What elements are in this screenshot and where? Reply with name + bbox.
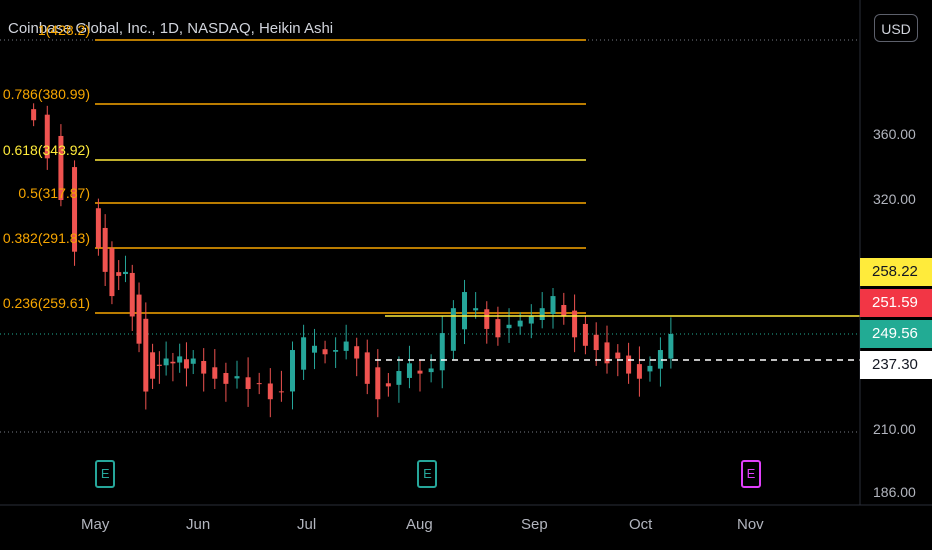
- annotation-lines: [375, 315, 860, 361]
- x-tick-label: Aug: [406, 516, 433, 533]
- candle-body: [582, 323, 588, 346]
- fib-level-label: 1(428.2): [37, 22, 90, 38]
- earnings-event-icon[interactable]: E: [417, 460, 438, 488]
- candle-body: [428, 368, 434, 373]
- price-badge: 237.30: [860, 351, 932, 379]
- candle-body: [636, 364, 642, 379]
- candle-body: [484, 309, 490, 329]
- fib-level-label: 0.236(259.61): [2, 295, 90, 311]
- candle-body: [396, 371, 402, 385]
- candle-body: [604, 342, 610, 364]
- x-tick-label: Oct: [629, 516, 653, 533]
- candlestick-series: [31, 103, 674, 418]
- fib-level-label: 0.618(343.92): [2, 142, 90, 158]
- candle-body: [72, 167, 78, 252]
- candle-body: [439, 333, 445, 371]
- candle-body: [278, 391, 284, 393]
- candle-body: [256, 383, 262, 385]
- candle-body: [143, 318, 149, 392]
- candle-body: [190, 358, 196, 364]
- fib-level-label: 0.786(380.99): [2, 86, 90, 102]
- candle-body: [170, 361, 176, 364]
- candle-body: [528, 316, 534, 324]
- price-badge: 249.56: [860, 320, 932, 348]
- currency-button[interactable]: USD: [874, 14, 918, 42]
- earnings-event-icon[interactable]: E: [741, 460, 761, 488]
- candle-body: [550, 296, 556, 314]
- candle-body: [102, 227, 108, 272]
- candle-body: [495, 319, 501, 338]
- candle-body: [129, 272, 135, 317]
- x-tick-label: Nov: [737, 516, 764, 533]
- candle-body: [223, 373, 229, 384]
- y-tick-label: 320.00: [873, 191, 916, 207]
- candle-body: [245, 377, 251, 389]
- candle-body: [462, 292, 468, 330]
- candle-body: [657, 350, 663, 369]
- candle-body: [539, 308, 545, 321]
- candle-body: [212, 367, 218, 379]
- y-tick-label: 360.00: [873, 126, 916, 142]
- candle-body: [626, 355, 632, 374]
- candle-body: [116, 272, 122, 276]
- candle-body: [290, 350, 295, 392]
- candle-body: [312, 345, 318, 353]
- candle-body: [95, 208, 101, 248]
- candle-body: [31, 109, 37, 121]
- grid-layer: [0, 39, 860, 433]
- price-badge: 258.22: [860, 258, 932, 286]
- candle-body: [417, 370, 423, 374]
- candle-body: [615, 352, 621, 359]
- candle-body: [163, 358, 169, 366]
- x-tick-label: Sep: [521, 516, 548, 533]
- x-tick-label: May: [81, 516, 110, 533]
- candle-body: [450, 308, 456, 351]
- candle-body: [354, 346, 360, 359]
- candle-body: [375, 367, 381, 400]
- fib-level-label: 0.5(317.87): [18, 185, 90, 201]
- candle-body: [267, 383, 273, 400]
- y-tick-label: 210.00: [873, 421, 916, 437]
- candle-body: [668, 334, 674, 359]
- candle-body: [58, 135, 64, 200]
- candle-body: [156, 364, 162, 366]
- price-badge: 251.59: [860, 289, 932, 317]
- candle-body: [234, 376, 240, 379]
- candle-body: [150, 352, 156, 379]
- candle-body: [385, 383, 391, 387]
- y-tick-label: 186.00: [873, 484, 916, 500]
- candle-body: [406, 363, 412, 378]
- earnings-event-icon[interactable]: E: [95, 460, 116, 488]
- candle-body: [364, 352, 370, 384]
- candle-body: [177, 356, 183, 363]
- x-tick-label: Jun: [186, 516, 211, 533]
- fib-level-label: 0.382(291.83): [2, 230, 90, 246]
- candle-body: [44, 114, 50, 159]
- candle-body: [333, 350, 339, 352]
- candle-body: [201, 360, 207, 374]
- candle-body: [506, 324, 512, 329]
- x-tick-label: Jul: [297, 516, 317, 533]
- chart-title: Coinbase Global, Inc., 1D, NASDAQ, Heiki…: [8, 20, 334, 37]
- candle-body: [593, 334, 599, 351]
- candle-body: [517, 320, 523, 327]
- candle-body: [473, 308, 479, 311]
- candle-body: [343, 341, 349, 351]
- candle-body: [301, 337, 307, 370]
- candle-body: [561, 305, 567, 317]
- candle-body: [183, 359, 189, 369]
- candle-body: [122, 271, 128, 275]
- candle-body: [136, 294, 142, 344]
- fibonacci-retracement-lines: [95, 39, 586, 314]
- candle-body: [647, 365, 653, 372]
- candle-body: [572, 310, 578, 338]
- candle-body: [322, 349, 328, 355]
- candle-body: [109, 248, 115, 297]
